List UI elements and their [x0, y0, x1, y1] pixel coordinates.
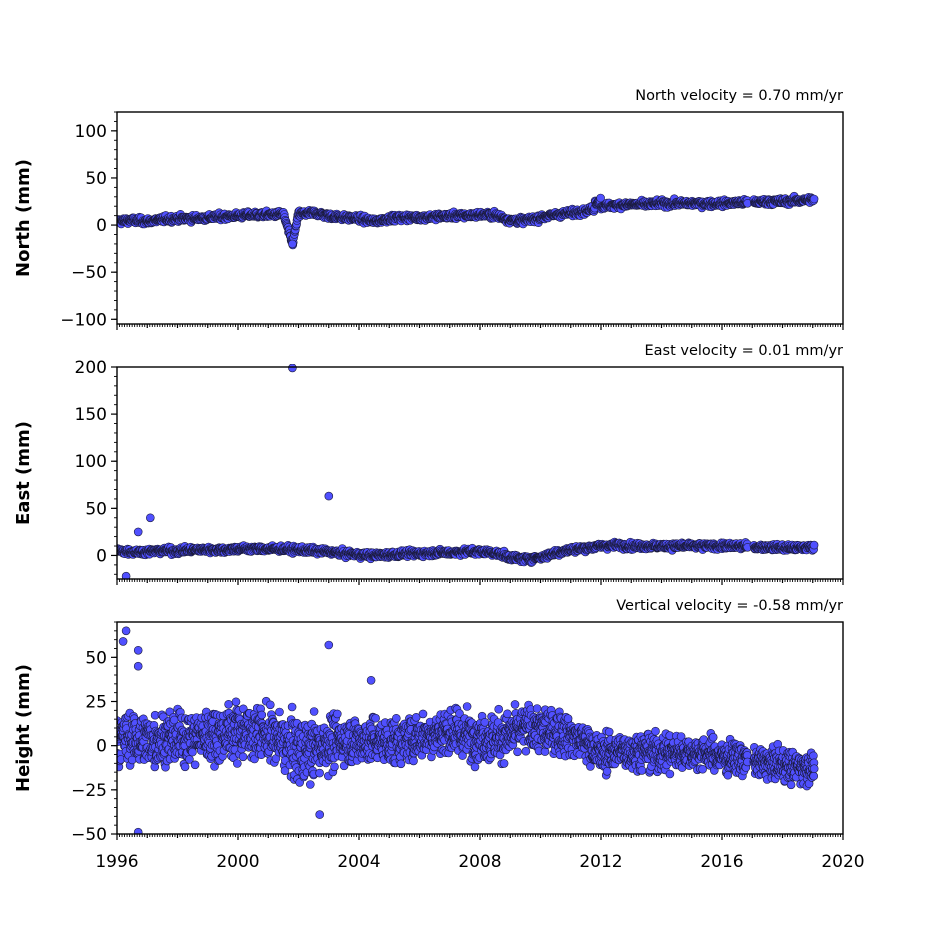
outlier-point — [288, 364, 297, 373]
y-tick-label: 50 — [85, 499, 107, 519]
data-point — [371, 713, 380, 723]
data-point — [257, 710, 267, 720]
velocity-annotation: North velocity = 0.70 mm/yr — [635, 88, 843, 104]
points-group — [117, 191, 819, 250]
outlier-point — [324, 491, 334, 501]
velocity-annotation: East velocity = 0.01 mm/yr — [644, 343, 843, 359]
data-point — [224, 699, 233, 709]
points-group — [117, 626, 819, 834]
data-point — [305, 780, 315, 789]
y-tick-label: 0 — [96, 216, 107, 236]
outlier-point — [146, 513, 155, 523]
data-point — [596, 193, 605, 203]
data-point — [809, 540, 819, 550]
data-point — [396, 759, 406, 769]
panel-1: 200 150 100 50 0 East velocity = 0.01 mm/yr Ea… — [13, 343, 844, 585]
y-tick-label: −50 — [71, 263, 107, 283]
y-tick-label: −100 — [60, 310, 107, 330]
data-point — [238, 752, 248, 762]
y-axis-label: North (mm) — [13, 159, 34, 277]
data-point — [180, 762, 190, 772]
y-tick-label: 150 — [75, 405, 107, 425]
data-point — [233, 759, 242, 768]
panel-0: 100 50 0 −50 −100 North velocity = 0.70 mm/yr… — [13, 88, 844, 330]
y-tick-label: 100 — [75, 122, 107, 142]
data-point — [309, 707, 319, 716]
data-point — [231, 697, 241, 707]
outlier-point — [121, 571, 131, 579]
y-tick-label: 100 — [75, 452, 107, 472]
points-group — [117, 364, 819, 579]
y-axis-label: East (mm) — [13, 421, 34, 525]
data-point — [330, 762, 339, 772]
data-point — [190, 760, 200, 770]
y-tick-label: 200 — [75, 358, 107, 378]
data-point — [287, 702, 297, 712]
data-point — [185, 755, 194, 764]
data-point — [809, 194, 819, 204]
y-tick-label: 0 — [96, 546, 107, 566]
data-point — [332, 709, 342, 719]
data-point — [265, 700, 275, 710]
data-point — [391, 713, 401, 723]
data-point — [188, 747, 197, 757]
data-point — [280, 766, 290, 776]
y-tick-label: 50 — [85, 169, 107, 189]
data-point — [275, 707, 284, 717]
data-point — [315, 768, 324, 778]
outlier-point — [133, 527, 143, 537]
outlier-point — [288, 239, 297, 249]
